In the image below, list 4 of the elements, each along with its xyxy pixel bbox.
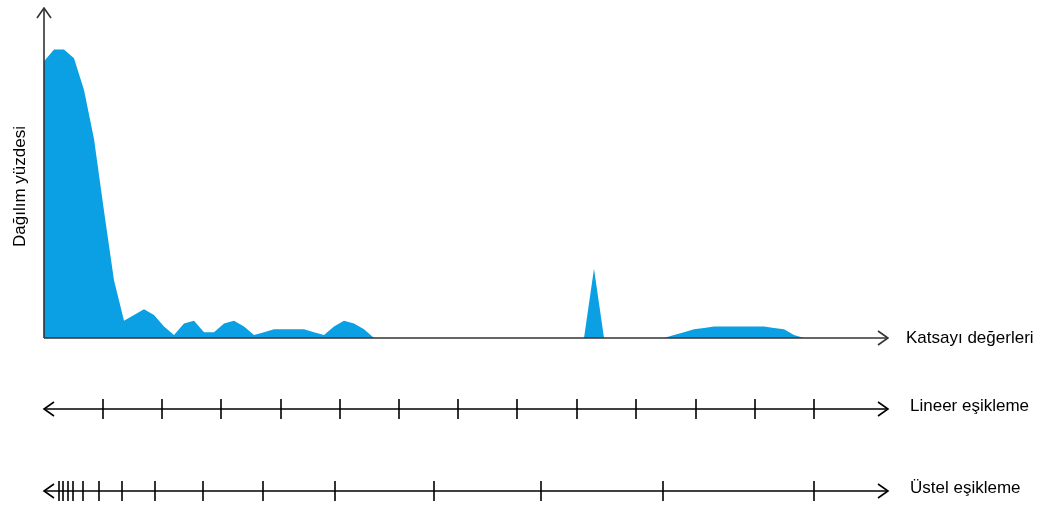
x-axis-title: Katsayı değerleri (906, 327, 1034, 347)
y-axis-title: Dağılım yüzdesi (9, 126, 29, 247)
text: Lineer eşikleme (910, 396, 1030, 416)
text: Üstel eşikleme (910, 478, 1021, 498)
